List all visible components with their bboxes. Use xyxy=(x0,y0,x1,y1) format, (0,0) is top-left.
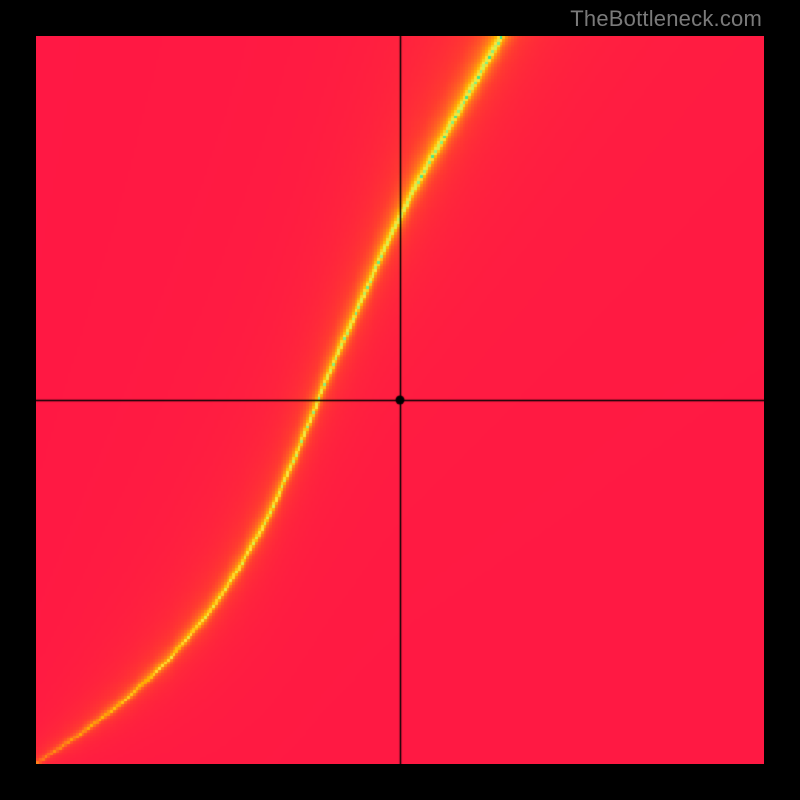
chart-frame: TheBottleneck.com xyxy=(0,0,800,800)
watermark-text: TheBottleneck.com xyxy=(570,6,762,32)
bottleneck-heatmap xyxy=(36,36,764,764)
